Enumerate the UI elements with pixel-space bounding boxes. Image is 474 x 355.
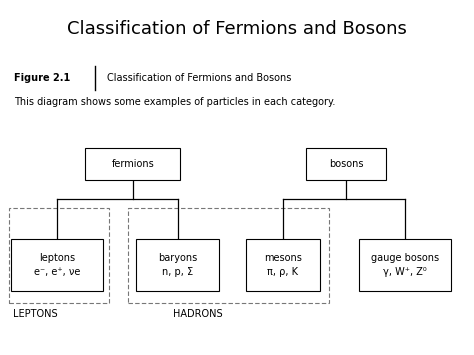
Text: mesons
π, ρ, K: mesons π, ρ, K bbox=[264, 253, 302, 277]
FancyBboxPatch shape bbox=[136, 239, 219, 290]
Text: Figure 2.1: Figure 2.1 bbox=[14, 73, 71, 83]
FancyBboxPatch shape bbox=[10, 239, 103, 290]
FancyBboxPatch shape bbox=[359, 239, 451, 290]
Text: Classification of Fermions and Bosons: Classification of Fermions and Bosons bbox=[107, 73, 291, 83]
Text: fermions: fermions bbox=[111, 159, 154, 169]
Text: leptons
e⁻, e⁺, νe: leptons e⁻, e⁺, νe bbox=[34, 253, 80, 277]
FancyBboxPatch shape bbox=[306, 148, 386, 180]
Text: LEPTONS: LEPTONS bbox=[13, 309, 58, 319]
Text: HADRONS: HADRONS bbox=[173, 309, 223, 319]
Text: gauge bosons
γ, W⁺, Z⁰: gauge bosons γ, W⁺, Z⁰ bbox=[371, 253, 439, 277]
FancyBboxPatch shape bbox=[246, 239, 319, 290]
Text: Classification of Fermions and Bosons: Classification of Fermions and Bosons bbox=[67, 20, 407, 38]
Text: baryons
n, p, Σ: baryons n, p, Σ bbox=[158, 253, 197, 277]
Text: This diagram shows some examples of particles in each category.: This diagram shows some examples of part… bbox=[14, 97, 336, 106]
FancyBboxPatch shape bbox=[85, 148, 180, 180]
Text: bosons: bosons bbox=[329, 159, 363, 169]
